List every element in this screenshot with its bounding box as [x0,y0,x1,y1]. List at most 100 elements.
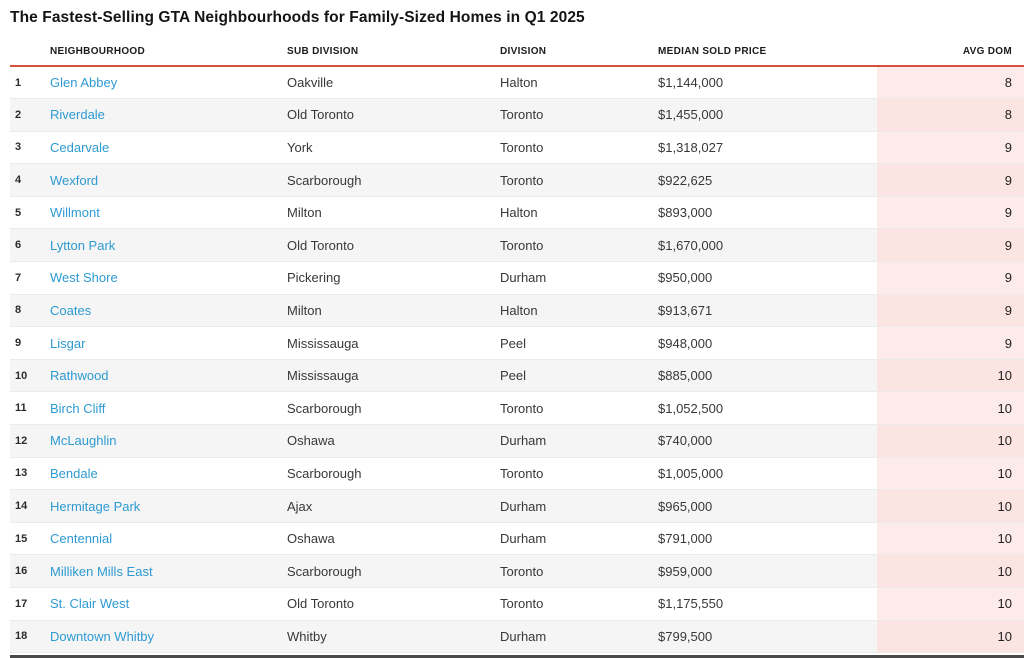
sub-division-cell: Mississauga [287,359,500,393]
neighbourhood-link[interactable]: Rathwood [50,368,109,384]
division-cell: Peel [500,359,658,393]
neighbourhood-cell: West Shore [50,261,287,295]
neighbourhood-link[interactable]: Riverdale [50,107,105,123]
neighbourhood-cell: Rathwood [50,359,287,393]
column-header-median-sold-price: MEDIAN SOLD PRICE [658,38,877,67]
sub-division-cell: Milton [287,196,500,230]
neighbourhood-link[interactable]: Hermitage Park [50,498,141,514]
rank-cell: 10 [10,359,50,393]
table-row: 10 Rathwood Mississauga Peel $885,000 10 [10,359,1024,393]
neighbourhood-cell: Downtown Whitby [50,620,287,654]
division-cell: Durham [500,522,658,556]
neighbourhood-link[interactable]: Cedarvale [50,139,110,155]
sub-division-cell: Scarborough [287,457,500,491]
division-cell: Toronto [500,98,658,132]
median-sold-price-cell: $885,000 [658,359,877,393]
avg-dom-cell: 10 [877,457,1024,491]
median-sold-price-cell: $1,144,000 [658,66,877,100]
neighbourhood-cell: Lytton Park [50,228,287,263]
neighbourhood-link[interactable]: Coates [50,302,92,318]
median-sold-price-cell: $893,000 [658,196,877,230]
division-cell: Durham [500,489,658,523]
rank-cell: 2 [10,98,50,132]
neighbourhood-cell: St. Clair West [50,587,287,621]
rank-cell: 7 [10,261,50,295]
rank-cell: 6 [10,228,50,263]
neighbourhood-link[interactable]: Glen Abbey [50,75,118,91]
avg-dom-cell: 10 [877,359,1024,393]
neighbourhood-link[interactable]: West Shore [50,270,118,286]
avg-dom-cell: 10 [877,587,1024,621]
table-row: 13 Bendale Scarborough Toronto $1,005,00… [10,457,1024,491]
division-cell: Toronto [500,554,658,588]
median-sold-price-cell: $959,000 [658,554,877,588]
neighbourhood-cell: McLaughlin [50,424,287,458]
neighbourhood-cell: Coates [50,294,287,328]
table-row: 12 McLaughlin Oshawa Durham $740,000 10 [10,424,1024,458]
median-sold-price-cell: $950,000 [658,261,877,295]
neighbourhood-cell: Riverdale [50,98,287,132]
neighbourhood-link[interactable]: McLaughlin [50,433,117,449]
table-row: 3 Cedarvale York Toronto $1,318,027 9 [10,131,1024,165]
table-header-row: NEIGHBOURHOOD SUB DIVISION DIVISION MEDI… [10,38,1024,67]
table-row: 5 Willmont Milton Halton $893,000 9 [10,196,1024,230]
neighbourhood-link[interactable]: Downtown Whitby [50,628,155,644]
avg-dom-cell: 8 [877,98,1024,132]
neighbourhood-cell: Glen Abbey [50,66,287,100]
neighbourhood-cell: Bendale [50,457,287,491]
table-row: 9 Lisgar Mississauga Peel $948,000 9 [10,326,1024,360]
sub-division-cell: Oshawa [287,522,500,556]
sub-division-cell: Scarborough [287,163,500,197]
avg-dom-cell: 9 [877,196,1024,230]
sub-division-cell: Scarborough [287,554,500,588]
division-cell: Halton [500,196,658,230]
division-cell: Durham [500,620,658,654]
table-row: 14 Hermitage Park Ajax Durham $965,000 1… [10,489,1024,523]
neighbourhood-cell: Centennial [50,522,287,556]
median-sold-price-cell: $799,500 [658,620,877,654]
sub-division-cell: Old Toronto [287,98,500,132]
neighbourhood-link[interactable]: Lytton Park [50,237,116,253]
neighbourhood-link[interactable]: Bendale [50,465,98,481]
sub-division-cell: Whitby [287,620,500,654]
neighbourhood-link[interactable]: Lisgar [50,335,86,351]
division-cell: Durham [500,424,658,458]
avg-dom-cell: 10 [877,424,1024,458]
median-sold-price-cell: $1,005,000 [658,457,877,491]
sub-division-cell: Mississauga [287,326,500,360]
sub-division-cell: York [287,131,500,165]
neighbourhoods-table: NEIGHBOURHOOD SUB DIVISION DIVISION MEDI… [10,38,1024,654]
division-cell: Peel [500,326,658,360]
rank-cell: 11 [10,391,50,426]
sub-division-cell: Scarborough [287,391,500,426]
neighbourhood-link[interactable]: Centennial [50,531,113,547]
avg-dom-cell: 10 [877,620,1024,654]
neighbourhood-cell: Willmont [50,196,287,230]
rank-cell: 17 [10,587,50,621]
neighbourhood-link[interactable]: St. Clair West [50,596,130,612]
division-cell: Durham [500,261,658,295]
median-sold-price-cell: $1,175,550 [658,587,877,621]
sub-division-cell: Oshawa [287,424,500,458]
rank-cell: 4 [10,163,50,197]
sub-division-cell: Pickering [287,261,500,295]
avg-dom-cell: 8 [877,66,1024,100]
neighbourhood-link[interactable]: Wexford [50,172,99,188]
avg-dom-cell: 9 [877,294,1024,328]
division-cell: Toronto [500,457,658,491]
median-sold-price-cell: $1,670,000 [658,228,877,263]
avg-dom-cell: 10 [877,489,1024,523]
avg-dom-cell: 9 [877,131,1024,165]
neighbourhood-link[interactable]: Birch Cliff [50,400,106,416]
avg-dom-cell: 9 [877,326,1024,360]
table-row: 4 Wexford Scarborough Toronto $922,625 9 [10,163,1024,197]
sub-division-cell: Milton [287,294,500,328]
neighbourhood-cell: Lisgar [50,326,287,360]
neighbourhood-cell: Milliken Mills East [50,554,287,588]
neighbourhood-link[interactable]: Milliken Mills East [50,563,153,579]
sub-division-cell: Oakville [287,66,500,100]
sub-division-cell: Old Toronto [287,228,500,263]
division-cell: Halton [500,294,658,328]
rank-cell: 18 [10,620,50,654]
neighbourhood-link[interactable]: Willmont [50,205,100,221]
